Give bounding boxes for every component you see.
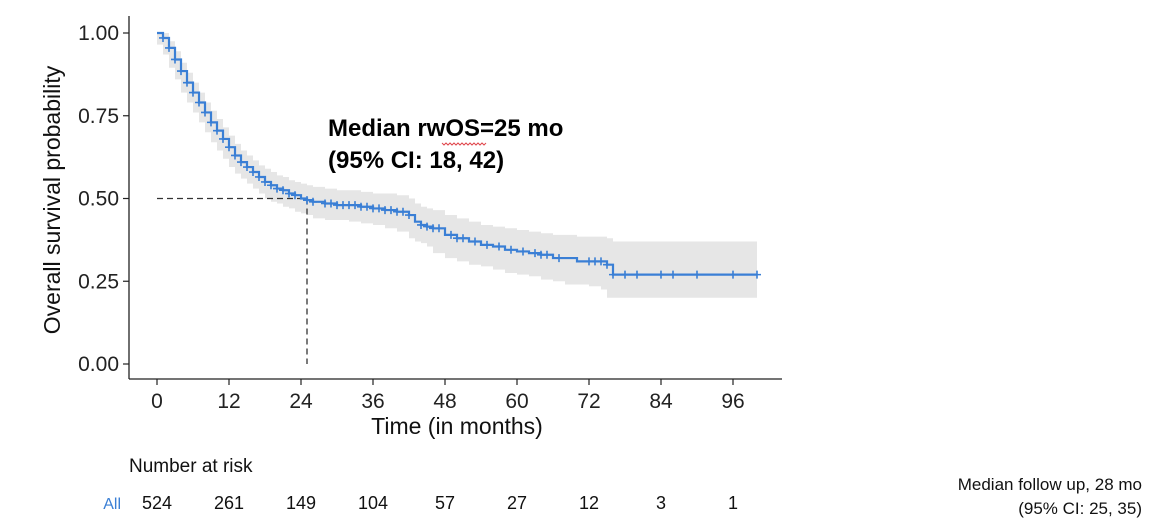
x-tick-label: 96 xyxy=(721,390,744,413)
censor-mark xyxy=(351,201,359,210)
censor-mark xyxy=(255,172,263,181)
censor-mark xyxy=(231,151,239,160)
y-tick-label: 0.25 xyxy=(78,270,119,293)
median-reference-lines xyxy=(157,197,308,364)
censor-mark xyxy=(183,78,191,87)
censor-mark xyxy=(303,196,311,205)
censor-mark xyxy=(399,207,407,216)
risk-table-value: 261 xyxy=(214,493,244,513)
censor-mark xyxy=(693,270,701,279)
censor-mark xyxy=(237,158,245,167)
censor-mark xyxy=(279,186,287,195)
risk-table-value: 149 xyxy=(286,493,316,513)
censor-mark xyxy=(177,67,185,76)
censor-marks-layer xyxy=(159,33,761,279)
censor-mark xyxy=(249,168,257,177)
censor-mark xyxy=(207,118,215,127)
censor-mark xyxy=(243,163,251,172)
censor-mark xyxy=(555,254,563,263)
median-annotation-line1: Median rwOS=25 mo xyxy=(328,115,563,142)
censor-mark xyxy=(159,33,167,42)
y-tick-label: 0.00 xyxy=(78,353,119,376)
censor-mark xyxy=(753,270,761,279)
censor-mark xyxy=(201,108,209,117)
risk-table-value: 524 xyxy=(142,493,172,513)
risk-table-value: 1 xyxy=(728,493,738,513)
censor-mark xyxy=(729,270,737,279)
censor-mark xyxy=(165,43,173,52)
tick-layer: 0 12 24 36 48 60 72 84 96 0.00 0.25 0.50 0.75 1.00 xyxy=(78,22,745,413)
y-tick-label: 1.00 xyxy=(78,22,119,45)
censor-mark xyxy=(375,204,383,213)
censor-mark xyxy=(447,230,455,239)
censor-mark xyxy=(657,270,665,279)
x-tick-label: 84 xyxy=(649,390,673,413)
censor-mark xyxy=(417,220,425,229)
x-tick-label: 60 xyxy=(505,390,528,413)
censor-mark xyxy=(609,270,617,279)
y-tick-label: 0.75 xyxy=(78,105,119,128)
censor-mark xyxy=(285,189,293,198)
x-tick-label: 48 xyxy=(433,390,456,413)
censor-mark xyxy=(261,177,269,186)
censor-mark xyxy=(669,270,677,279)
risk-table-value: 104 xyxy=(358,493,388,513)
x-tick-label: 24 xyxy=(289,390,313,413)
x-tick-label: 12 xyxy=(217,390,240,413)
censor-mark xyxy=(495,242,503,251)
censor-mark xyxy=(435,224,443,233)
median-annotation-line2: (95% CI: 18, 42) xyxy=(328,147,504,174)
axes xyxy=(128,16,782,380)
censor-mark xyxy=(363,202,371,211)
censor-mark xyxy=(603,260,611,269)
risk-table-title: Number at risk xyxy=(129,456,253,477)
censor-mark xyxy=(633,270,641,279)
x-tick-label: 0 xyxy=(151,390,163,413)
spellcheck-squiggle xyxy=(441,142,487,146)
censor-mark xyxy=(405,211,413,220)
censor-mark xyxy=(171,55,179,64)
censor-mark xyxy=(195,98,203,107)
y-axis-label: Overall survival probability xyxy=(39,65,65,334)
censor-mark xyxy=(597,257,605,266)
censor-mark xyxy=(483,240,491,249)
censor-mark xyxy=(327,199,335,208)
censor-mark xyxy=(621,270,629,279)
censor-mark xyxy=(519,247,527,256)
risk-table-value: 57 xyxy=(435,493,455,513)
censor-mark xyxy=(213,126,221,135)
censor-mark xyxy=(459,234,467,243)
x-tick-label: 36 xyxy=(361,390,384,413)
y-tick-label: 0.50 xyxy=(78,188,119,211)
risk-table-values: 524 261 149 104 57 27 12 3 1 xyxy=(142,493,738,513)
censor-mark xyxy=(543,250,551,259)
risk-table-value: 12 xyxy=(579,493,599,513)
x-tick-label: 72 xyxy=(577,390,600,413)
censor-mark xyxy=(273,184,281,193)
censor-mark xyxy=(291,191,299,200)
risk-table-value: 3 xyxy=(656,493,666,513)
censor-mark xyxy=(267,181,275,190)
censor-mark xyxy=(471,237,479,246)
censor-mark xyxy=(219,134,227,143)
x-axis-label: Time (in months) xyxy=(371,413,543,439)
censor-mark xyxy=(387,206,395,215)
censor-mark xyxy=(189,88,197,97)
censor-mark xyxy=(225,143,233,152)
footnote-line2: (95% CI: 25, 35) xyxy=(1018,499,1142,518)
censor-mark xyxy=(423,222,431,231)
censor-mark xyxy=(507,245,515,254)
risk-table-value: 27 xyxy=(507,493,527,513)
censor-mark xyxy=(531,249,539,258)
censor-mark xyxy=(309,197,317,206)
risk-table-strata-label: All xyxy=(103,496,121,513)
footnote-line1: Median follow up, 28 mo xyxy=(958,475,1142,494)
